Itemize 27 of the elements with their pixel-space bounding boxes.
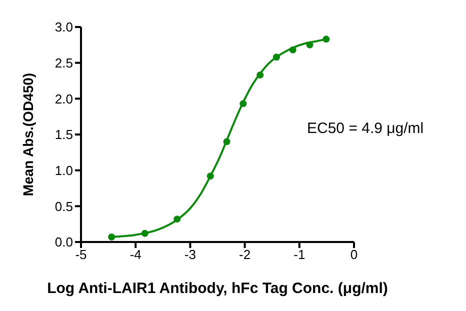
x-tick-label: -3: [184, 247, 196, 262]
annotation: EC50 = 4.9 μg/ml: [307, 120, 424, 137]
x-tick-label: -4: [130, 247, 142, 262]
x-tick-label: 0: [350, 247, 358, 262]
point: [272, 54, 280, 61]
point: [141, 230, 148, 237]
x-tick-label: -5: [75, 247, 87, 262]
x-tick-label: -2: [239, 247, 251, 262]
y-tick-label: 0.5: [54, 198, 73, 214]
x-axis-title: Log Anti-LAIR1 Antibody, hFc Tag Conc. (μg/ml): [47, 280, 388, 297]
y-axis-title: Mean Abs.(OD450): [20, 72, 36, 196]
point: [108, 233, 116, 240]
point: [306, 41, 314, 48]
point: [289, 46, 296, 54]
point: [206, 172, 214, 180]
point: [174, 216, 181, 223]
point: [256, 72, 264, 79]
y-tick-label: 2.0: [54, 91, 73, 106]
y-tick-label: 1.0: [54, 162, 73, 178]
y-tick-label: 2.5: [54, 55, 73, 70]
y-tick-label: 0.0: [54, 234, 73, 250]
y-tick-label: 3.0: [54, 20, 73, 35]
point: [240, 100, 247, 108]
x-tick-label: -1: [294, 247, 306, 262]
point: [322, 36, 330, 43]
y-tick-label: 1.5: [54, 127, 73, 142]
point: [223, 138, 230, 146]
